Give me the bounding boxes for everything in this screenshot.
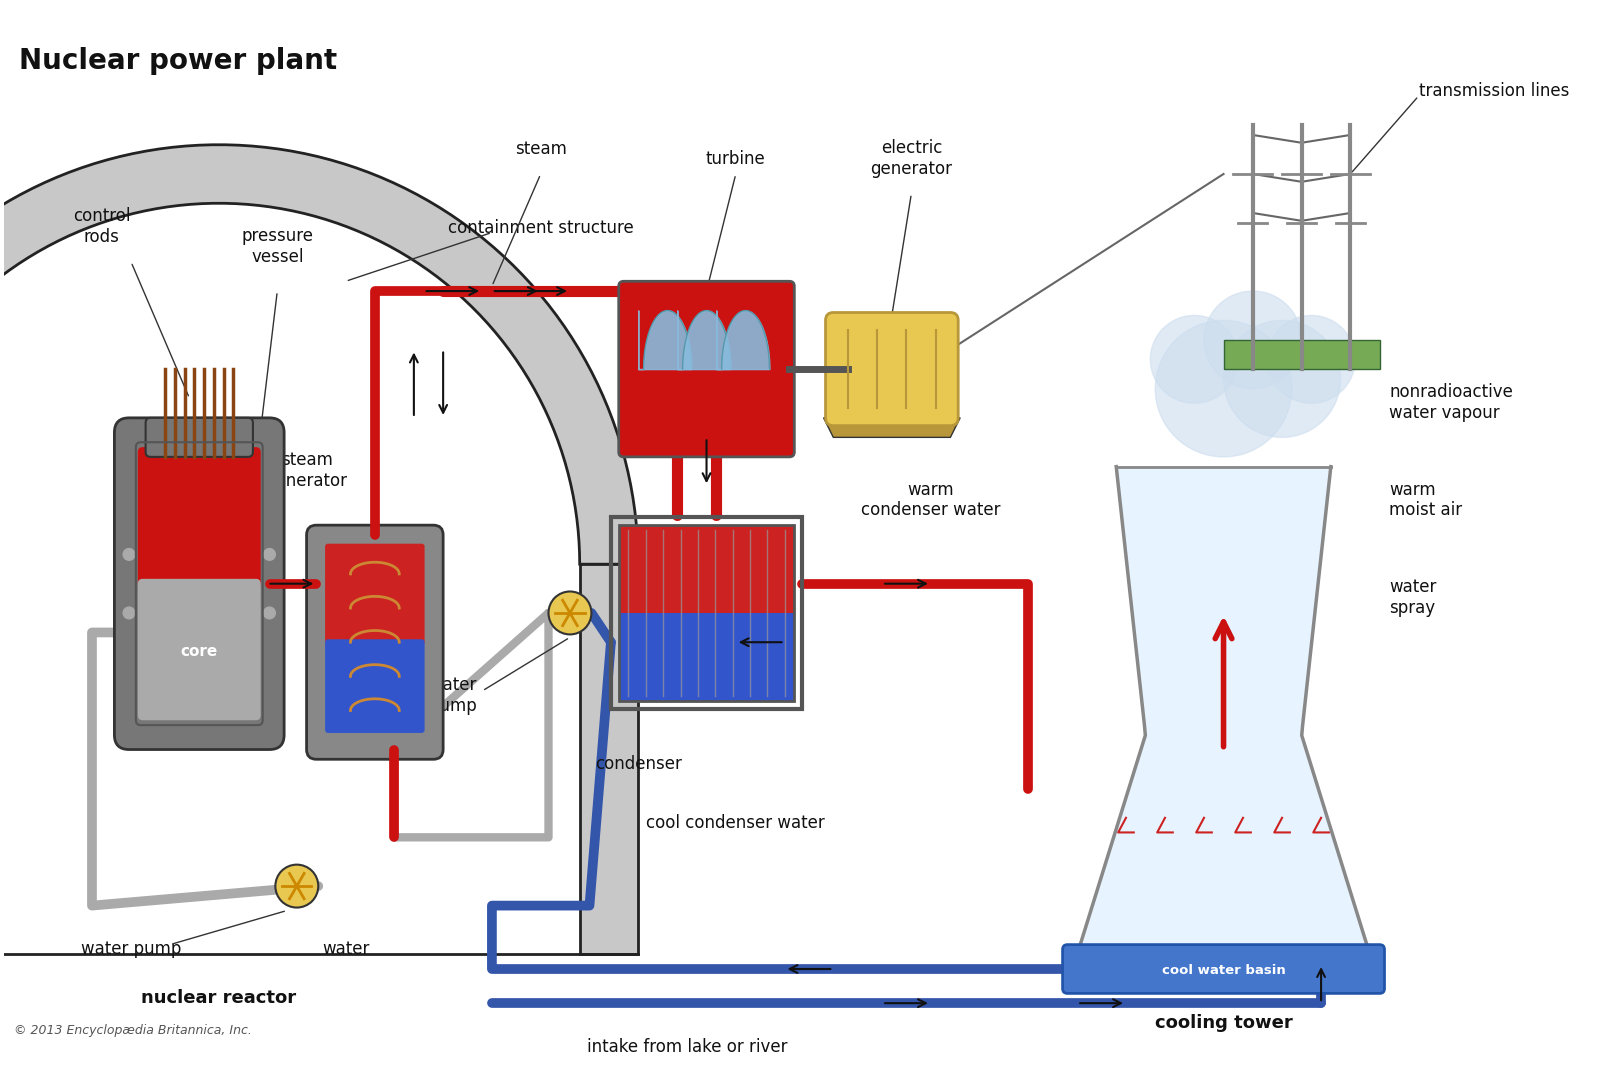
Text: nonradioactive
water vapour: nonradioactive water vapour bbox=[1389, 383, 1514, 421]
FancyBboxPatch shape bbox=[325, 544, 424, 646]
Text: control
rods: control rods bbox=[74, 207, 131, 246]
Circle shape bbox=[123, 548, 134, 560]
Text: intake from lake or river: intake from lake or river bbox=[587, 1038, 787, 1056]
Text: pressure
vessel: pressure vessel bbox=[242, 227, 314, 266]
Circle shape bbox=[123, 607, 134, 619]
Polygon shape bbox=[824, 418, 960, 437]
FancyBboxPatch shape bbox=[138, 447, 261, 589]
FancyBboxPatch shape bbox=[619, 282, 794, 457]
FancyBboxPatch shape bbox=[1062, 944, 1384, 993]
Polygon shape bbox=[619, 612, 794, 701]
FancyBboxPatch shape bbox=[325, 639, 424, 733]
Text: containment structure: containment structure bbox=[448, 219, 634, 237]
FancyBboxPatch shape bbox=[146, 418, 253, 457]
Text: warm
condenser water: warm condenser water bbox=[861, 480, 1000, 520]
Circle shape bbox=[264, 548, 275, 560]
Text: steam
generator: steam generator bbox=[266, 451, 347, 490]
Text: water: water bbox=[322, 940, 370, 958]
Text: steam: steam bbox=[515, 141, 566, 159]
Circle shape bbox=[275, 864, 318, 908]
Circle shape bbox=[1224, 320, 1341, 437]
FancyBboxPatch shape bbox=[114, 418, 285, 749]
Text: nuclear reactor: nuclear reactor bbox=[141, 989, 296, 1007]
Text: transmission lines: transmission lines bbox=[1419, 82, 1570, 100]
Polygon shape bbox=[1224, 339, 1379, 369]
Circle shape bbox=[1155, 320, 1291, 457]
Polygon shape bbox=[0, 145, 638, 564]
Bar bbox=[619, 525, 794, 701]
Text: Nuclear power plant: Nuclear power plant bbox=[19, 47, 338, 75]
Circle shape bbox=[1267, 316, 1355, 403]
Text: water
pump: water pump bbox=[429, 675, 477, 715]
Text: water
spray: water spray bbox=[1389, 578, 1437, 617]
FancyBboxPatch shape bbox=[307, 525, 443, 760]
Circle shape bbox=[264, 607, 275, 619]
Text: turbine: turbine bbox=[706, 150, 766, 169]
Text: electric
generator: electric generator bbox=[870, 139, 952, 178]
Text: water pump: water pump bbox=[80, 940, 181, 958]
Circle shape bbox=[549, 591, 592, 635]
Polygon shape bbox=[1077, 466, 1370, 954]
Bar bbox=[611, 517, 802, 708]
FancyBboxPatch shape bbox=[138, 578, 261, 720]
Text: cooling tower: cooling tower bbox=[1155, 1014, 1293, 1032]
Text: cool water basin: cool water basin bbox=[1162, 965, 1285, 977]
FancyBboxPatch shape bbox=[826, 313, 958, 426]
Text: condenser: condenser bbox=[595, 755, 682, 773]
Polygon shape bbox=[619, 525, 794, 612]
Text: warm
moist air: warm moist air bbox=[1389, 480, 1462, 520]
Circle shape bbox=[1150, 316, 1238, 403]
Circle shape bbox=[1205, 291, 1301, 388]
Polygon shape bbox=[579, 564, 638, 954]
Text: cool condenser water: cool condenser water bbox=[646, 813, 826, 831]
Text: core: core bbox=[181, 644, 218, 659]
Text: © 2013 Encyclopædia Britannica, Inc.: © 2013 Encyclopædia Britannica, Inc. bbox=[14, 1024, 251, 1037]
